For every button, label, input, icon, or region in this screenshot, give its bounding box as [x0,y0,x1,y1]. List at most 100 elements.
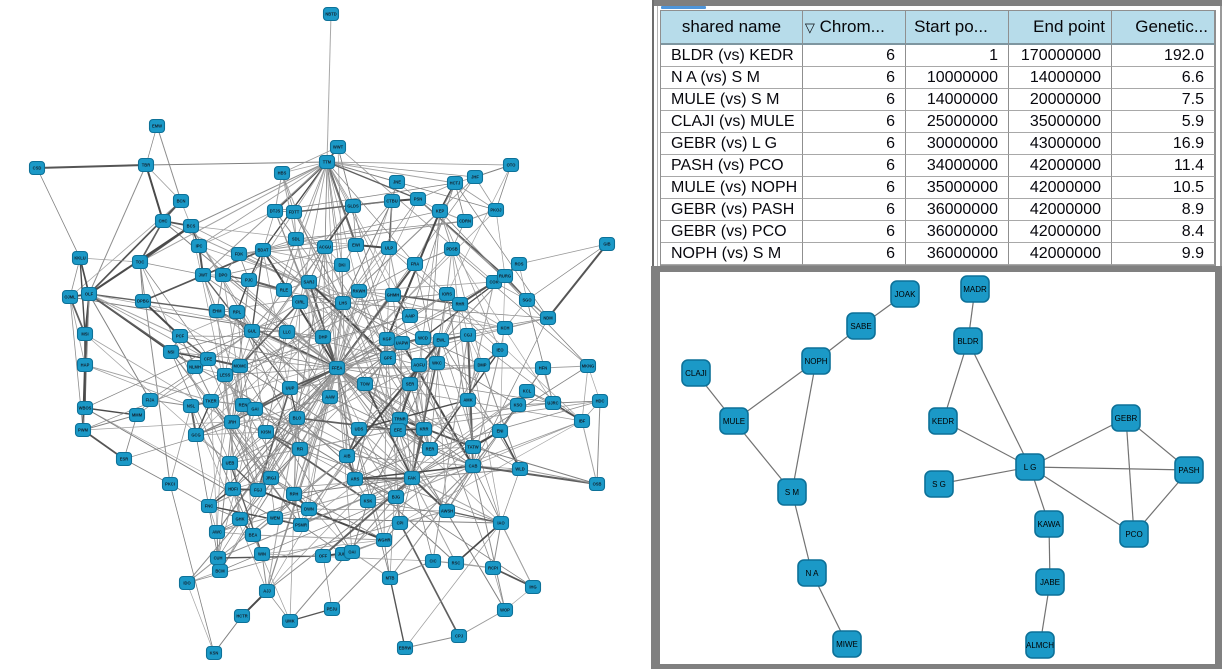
svg-text:MULE: MULE [723,417,745,426]
svg-text:RPH: RPH [290,492,299,497]
svg-text:OTO: OTO [507,163,517,168]
svg-text:PCF: PCF [176,334,185,339]
svg-text:BJG: BJG [392,495,400,500]
svg-text:AWSH: AWSH [441,509,453,514]
svg-text:MOMC: MOMC [234,364,247,369]
svg-text:UEB: UEB [226,461,235,466]
svg-text:ALMCH: ALMCH [1026,641,1054,650]
svg-text:JOAK: JOAK [895,290,917,299]
svg-text:BDAT: BDAT [257,248,269,253]
svg-text:PSN: PSN [414,197,422,202]
svg-text:PCO: PCO [1125,530,1142,539]
svg-text:WLD: WLD [515,467,524,472]
svg-text:FFEA: FFEA [332,366,343,371]
svg-text:MADR: MADR [963,285,987,294]
svg-text:UDS: UDS [355,427,364,432]
svg-text:S M: S M [785,488,800,497]
svg-text:AJJ: AJJ [263,589,271,594]
svg-text:SGO: SGO [522,298,532,303]
svg-text:TOW: TOW [360,382,370,387]
svg-text:PSMR: PSMR [295,523,307,528]
svg-text:DKI: DKI [338,263,345,268]
svg-text:LLC: LLC [283,330,291,335]
svg-text:KCH: KCH [501,326,510,331]
svg-text:UAPW: UAPW [396,341,409,346]
svg-text:COK: COK [489,280,498,285]
svg-text:FAK: FAK [408,476,416,481]
svg-text:FNC: FNC [205,504,213,509]
svg-text:AWC: AWC [212,530,222,535]
svg-text:AAW: AAW [325,395,335,400]
svg-text:CAB: CAB [469,464,478,469]
svg-text:KEP: KEP [436,209,445,214]
svg-text:JRH: JRH [228,420,236,425]
svg-text:L G: L G [1024,463,1037,472]
svg-text:OSB: OSB [593,482,602,487]
svg-text:CIRL: CIRL [295,300,305,305]
svg-text:NSL: NSL [187,404,196,409]
svg-text:IHG: IHG [529,585,536,590]
svg-text:IPC: IPC [196,244,203,249]
svg-text:NSI: NSI [168,350,175,355]
svg-text:GLDS: GLDS [347,204,359,209]
svg-text:BLO: BLO [293,416,302,421]
svg-text:KSN: KSN [210,651,219,656]
svg-text:ROS: ROS [515,262,524,267]
svg-text:EFE: EFE [394,428,402,433]
svg-text:REN: REN [239,403,248,408]
svg-text:GHMH: GHMH [387,293,400,298]
svg-text:CPI: CPI [397,521,404,526]
svg-text:GUL: GUL [248,329,257,334]
svg-text:CSD: CSD [33,166,42,171]
svg-text:PASH: PASH [1178,466,1199,475]
svg-text:EMW: EMW [152,124,162,129]
svg-text:SABE: SABE [850,322,871,331]
svg-text:CIC: CIC [429,559,436,564]
svg-text:N A: N A [806,569,820,578]
svg-text:GHK: GHK [235,517,244,522]
svg-text:MMM: MMM [132,413,143,418]
svg-text:OFF: OFF [319,554,328,559]
svg-text:CDRN: CDRN [459,219,471,224]
svg-text:LHS: LHS [339,301,347,306]
svg-text:DWN: DWN [304,507,314,512]
svg-text:WIN: WIN [258,552,266,557]
svg-text:WGHR: WGHR [378,538,391,543]
svg-text:HCTR: HCTR [236,614,247,619]
svg-text:EWI: EWI [352,243,360,248]
svg-text:KGP: KGP [383,337,392,342]
svg-text:KAWA: KAWA [1038,520,1062,529]
svg-text:AOFU: AOFU [413,363,425,368]
svg-text:PEJU: PEJU [327,607,338,612]
svg-text:RFI: RFI [297,447,304,452]
svg-text:WOP: WOP [500,608,510,613]
svg-text:MIWE: MIWE [836,640,858,649]
svg-text:KSK: KSK [364,499,373,504]
svg-text:GPF: GPF [384,356,393,361]
svg-text:RHR: RHR [456,302,465,307]
svg-text:NOPH: NOPH [804,357,827,366]
svg-text:CFE: CFE [204,357,212,362]
svg-text:KCL: KCL [523,389,532,394]
svg-text:ACGU: ACGU [319,245,331,250]
svg-text:AMK: AMK [463,398,472,403]
svg-text:AAIP: AAIP [405,314,415,319]
svg-text:UUP: UUP [286,386,295,391]
svg-text:CPJ: CPJ [455,634,463,639]
svg-text:WKC: WKC [432,361,442,366]
svg-text:KRR: KRR [420,427,429,432]
svg-text:OLF: OLF [85,292,94,297]
svg-text:UJRC: UJRC [547,401,558,406]
svg-text:MSI: MSI [81,332,88,337]
svg-text:RER: RER [426,447,435,452]
svg-text:ENI: ENI [497,429,504,434]
svg-text:RSC: RSC [452,561,461,566]
svg-text:TATW: TATW [467,445,478,450]
svg-text:UMK: UMK [285,619,294,624]
svg-text:BCN: BCN [177,199,186,204]
svg-text:ARS: ARS [351,477,360,482]
svg-text:DPO: DPO [219,273,229,278]
svg-text:DTJS: DTJS [270,209,281,214]
svg-text:BCM: BCM [215,569,225,574]
svg-text:BLDR: BLDR [957,337,979,346]
